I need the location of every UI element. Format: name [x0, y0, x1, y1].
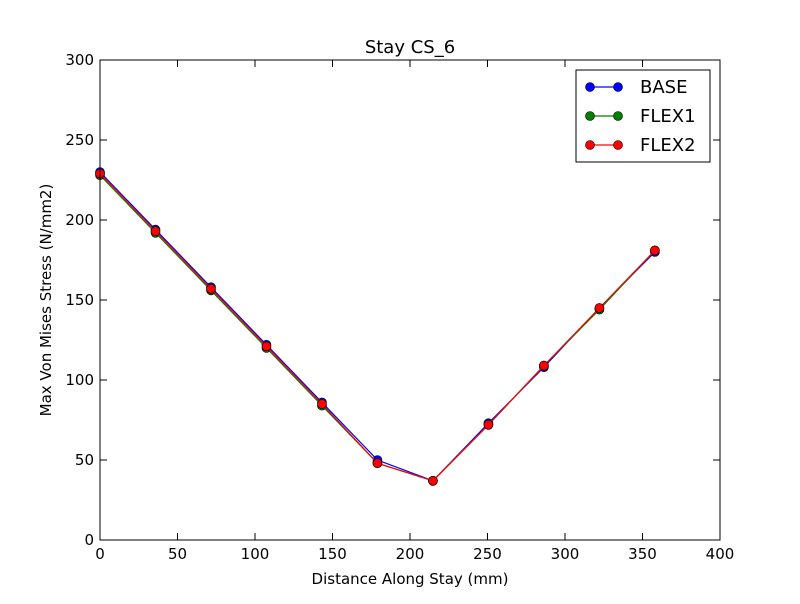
data-point	[594, 303, 605, 313]
data-point	[372, 458, 383, 469]
x-tick-label: 300	[551, 545, 580, 563]
legend-item: BASE	[585, 77, 687, 98]
series-flex2	[95, 168, 660, 486]
y-tick-label: 0	[84, 531, 94, 549]
x-tick-label: 250	[473, 545, 502, 563]
chart-title: Stay CS_6	[365, 37, 455, 58]
legend-marker	[585, 82, 595, 92]
legend: BASE FLEX1 FLEX2	[575, 69, 711, 163]
ticks-layer: 0 50 100 150 200 250 300 350 400 0 50 100 150 200 250 3…	[65, 51, 734, 563]
legend-marker	[613, 140, 623, 150]
data-point	[539, 360, 549, 371]
legend-item: FLEX1	[585, 106, 696, 127]
x-tick-label: 0	[95, 545, 105, 563]
x-tick-label: 150	[318, 545, 347, 563]
series-base	[95, 167, 660, 486]
legend-label: BASE	[640, 77, 687, 98]
y-tick-label: 100	[65, 371, 94, 389]
data-point	[650, 245, 660, 256]
y-tick-label: 200	[65, 211, 94, 229]
series-line	[99, 171, 656, 482]
legend-marker	[585, 140, 595, 150]
y-tick-label: 250	[65, 131, 94, 149]
legend-marker	[613, 111, 623, 121]
y-axis-label: Max Von Mises Stress (N/mm2)	[37, 184, 55, 417]
y-tick-label: 300	[65, 51, 94, 69]
x-tick-label: 350	[628, 545, 657, 563]
data-point	[483, 419, 494, 430]
series-flex1	[95, 170, 660, 486]
series-line	[99, 174, 656, 482]
data-point	[150, 226, 161, 236]
x-tick-label: 400	[706, 545, 735, 563]
x-axis-label: Distance Along Stay (mm)	[312, 570, 509, 588]
x-tick-label: 50	[168, 545, 187, 563]
legend-marker	[585, 111, 595, 121]
series-layer	[95, 167, 660, 486]
data-point	[206, 283, 216, 294]
data-point	[317, 399, 327, 409]
x-tick-label: 100	[241, 545, 270, 563]
legend-marker	[613, 82, 623, 92]
plot-area-frame	[99, 59, 721, 541]
data-point	[261, 341, 272, 352]
series-line	[99, 173, 656, 482]
legend-label: FLEX2	[640, 135, 696, 156]
y-tick-label: 150	[65, 291, 94, 309]
legend-label: FLEX1	[640, 106, 696, 127]
y-tick-label: 50	[75, 451, 94, 469]
x-tick-label: 200	[396, 545, 425, 563]
data-point	[428, 475, 438, 486]
legend-item: FLEX2	[585, 135, 696, 156]
